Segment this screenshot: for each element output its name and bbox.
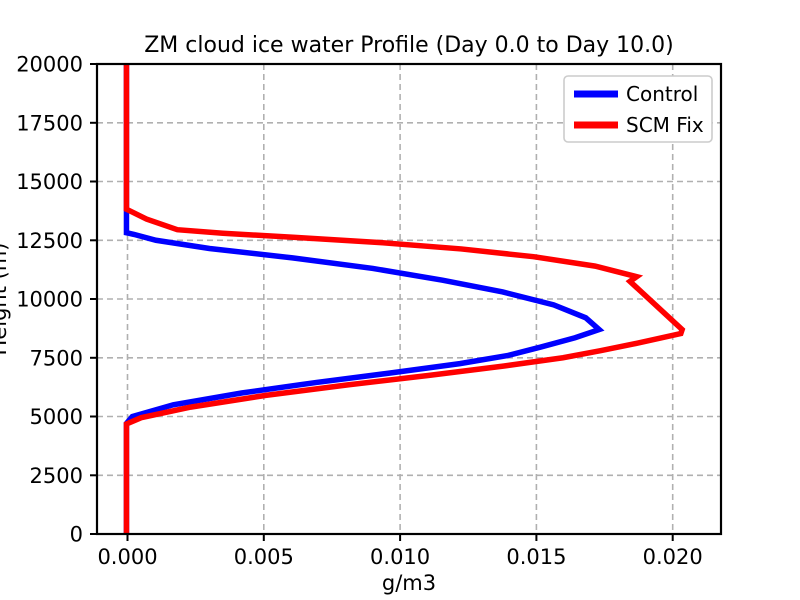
xtick-label-3: 0.015 — [506, 545, 566, 569]
ticklabels-y: 0 2500 5000 7500 10000 12500 15000 17500… — [16, 53, 83, 547]
ytick-label-3: 7500 — [30, 346, 83, 370]
tickmarks-x — [126, 534, 674, 541]
x-axis-label: g/m3 — [382, 571, 436, 595]
series-line-control — [123, 64, 605, 534]
xtick-label-0: 0.000 — [97, 545, 157, 569]
ytick-label-7: 17500 — [16, 111, 83, 135]
ytick-label-2: 5000 — [30, 405, 83, 429]
ticklabels-x: 0.000 0.005 0.010 0.015 0.020 — [97, 545, 702, 569]
ytick-label-1: 2500 — [30, 464, 83, 488]
xtick-label-1: 0.005 — [234, 545, 294, 569]
tickmarks-y — [90, 63, 97, 535]
data-series-group — [123, 64, 686, 534]
ytick-label-6: 15000 — [16, 170, 83, 194]
chart-title: ZM cloud ice water Profile (Day 0.0 to D… — [144, 33, 674, 58]
xtick-label-2: 0.010 — [370, 545, 430, 569]
y-axis-label: Height (m) — [0, 243, 11, 356]
legend-label-control: Control — [626, 82, 698, 106]
ytick-label-4: 10000 — [16, 288, 83, 312]
legend-label-scm-fix: SCM Fix — [626, 113, 704, 137]
xtick-label-4: 0.020 — [643, 545, 703, 569]
ytick-label-8: 20000 — [16, 53, 83, 77]
series-line-scm-fix — [123, 64, 686, 534]
legend[interactable]: Control SCM Fix — [563, 75, 713, 143]
ytick-label-5: 12500 — [16, 229, 83, 253]
ytick-label-0: 0 — [70, 523, 83, 547]
